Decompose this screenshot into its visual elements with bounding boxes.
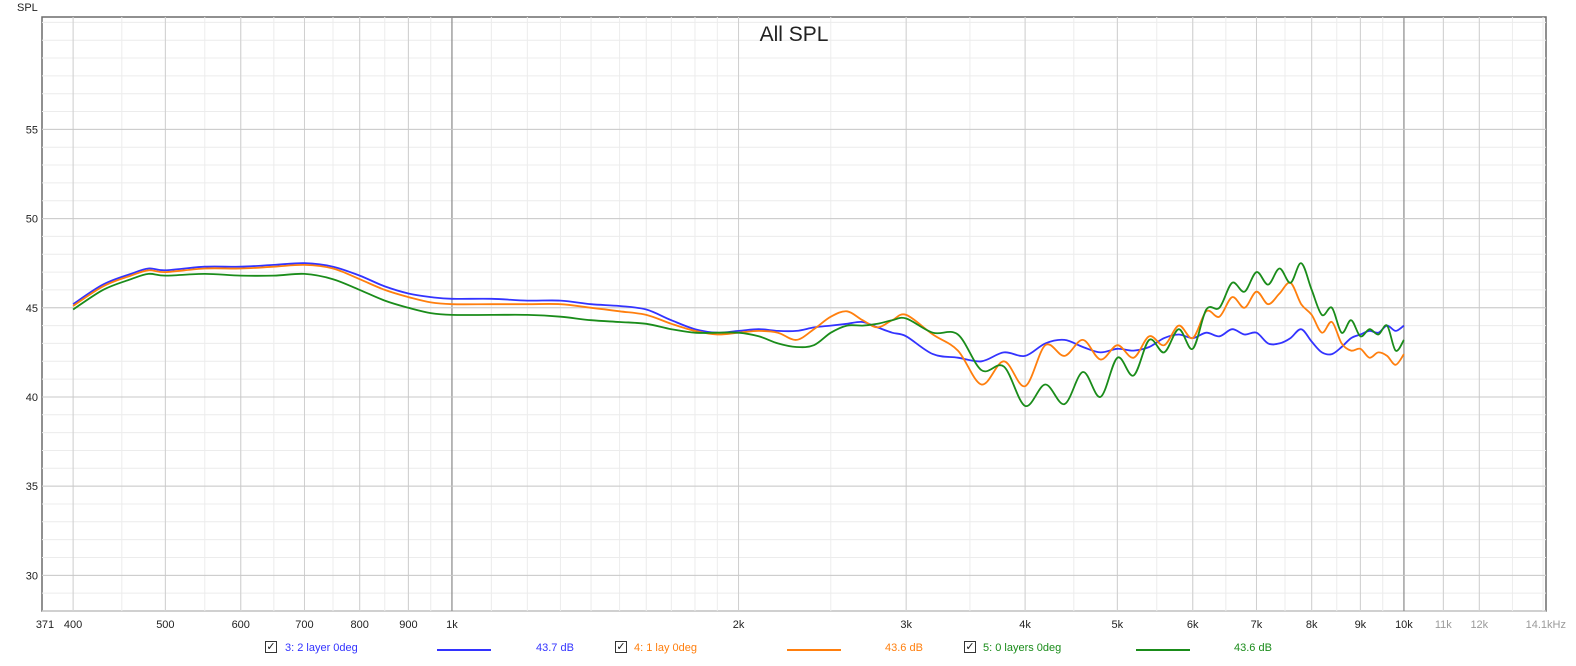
x-tick-label: 3k (900, 619, 912, 631)
x-tick-label: 8k (1306, 619, 1318, 631)
series-line-1 (72, 263, 1405, 388)
legend-label-0: 3: 2 layer 0deg (285, 642, 358, 654)
series-line-2 (72, 262, 1405, 407)
x-tick-label: 371 (36, 619, 54, 631)
x-tick-label: 6k (1187, 619, 1199, 631)
y-tick-label: 40 (26, 392, 38, 404)
series-layer (72, 262, 1405, 407)
legend-value-0: 43.7 dB (536, 642, 574, 654)
x-tick-label: 800 (351, 619, 369, 631)
legend-swatch-1 (787, 649, 841, 651)
chart-title: All SPL (760, 23, 829, 46)
x-tick-label: 1k (446, 619, 458, 631)
x-tick-label: 900 (399, 619, 417, 631)
y-tick-label: 45 (26, 303, 38, 315)
y-axis-label: SPL (17, 2, 38, 14)
x-tick-label: 500 (156, 619, 174, 631)
legend-checkbox-0[interactable]: ✓ (265, 641, 277, 653)
legend-value-1: 43.6 dB (885, 642, 923, 654)
x-tick-label: 700 (295, 619, 313, 631)
legend: ✓ 3: 2 layer 0deg 43.7 dB ✓ 4: 1 lay 0de… (0, 638, 1576, 660)
x-tick-label: 400 (64, 619, 82, 631)
legend-value-2: 43.6 dB (1234, 642, 1272, 654)
y-tick-label: 50 (26, 214, 38, 226)
x-tick-label: 2k (733, 619, 745, 631)
legend-checkbox-1[interactable]: ✓ (615, 641, 627, 653)
y-tick-labels: 30 35 40 45 50 55 (26, 124, 38, 582)
y-tick-label: 55 (26, 124, 38, 136)
y-tick-label: 30 (26, 570, 38, 582)
y-tick-label: 35 (26, 481, 38, 493)
x-tick-label: 5k (1112, 619, 1124, 631)
series-line-0 (72, 262, 1405, 363)
legend-swatch-2 (1136, 649, 1190, 651)
x-tick-label: 7k (1251, 619, 1263, 631)
legend-swatch-0 (437, 649, 491, 651)
legend-label-1: 4: 1 lay 0deg (634, 642, 697, 654)
x-tick-label: 9k (1355, 619, 1367, 631)
x-tick-label: 600 (232, 619, 250, 631)
x-tick-label: 11k (1435, 619, 1452, 631)
legend-checkbox-2[interactable]: ✓ (964, 641, 976, 653)
legend-label-2: 5: 0 layers 0deg (983, 642, 1062, 654)
x-tick-labels: 371 400 500 600 700 800 900 1k 2k 3k 4k 5k 6k 7k 8k 9k 1… (36, 619, 1566, 631)
plot-frame (41, 16, 1547, 612)
x-tick-label: 10k (1395, 619, 1413, 631)
x-tick-label: 12k (1470, 619, 1488, 631)
x-tick-label: 14.1kHz (1526, 619, 1566, 631)
x-tick-label: 4k (1019, 619, 1031, 631)
